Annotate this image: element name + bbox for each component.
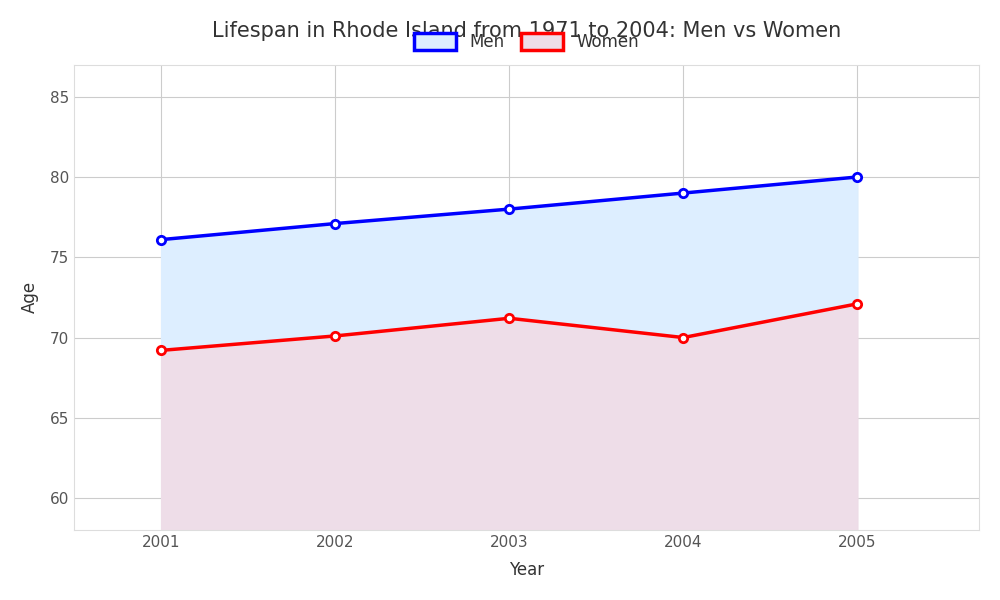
- Legend: Men, Women: Men, Women: [408, 26, 646, 58]
- Y-axis label: Age: Age: [21, 281, 39, 313]
- X-axis label: Year: Year: [509, 561, 544, 579]
- Title: Lifespan in Rhode Island from 1971 to 2004: Men vs Women: Lifespan in Rhode Island from 1971 to 20…: [212, 21, 841, 41]
